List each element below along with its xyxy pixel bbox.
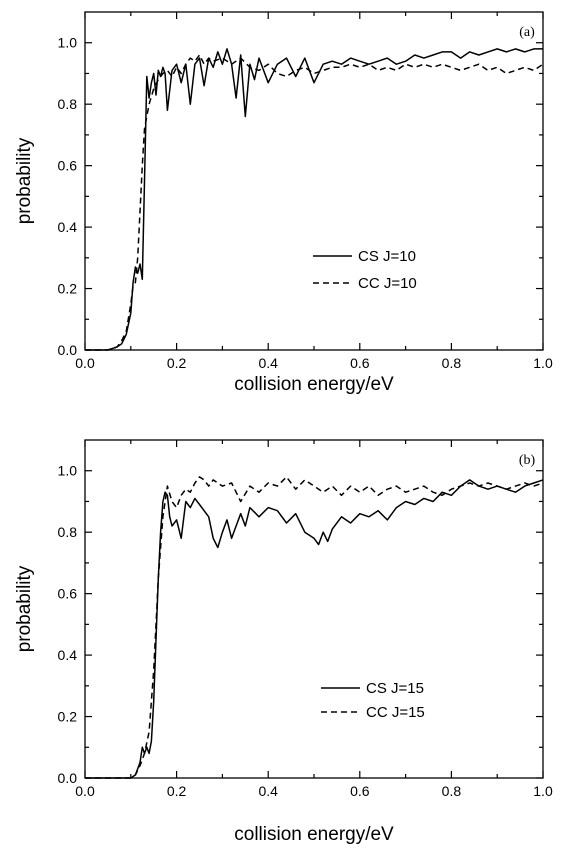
legend-item: CC J=10 xyxy=(313,275,417,292)
legend-item: CC J=15 xyxy=(321,704,425,721)
y-tick-label: 0.4 xyxy=(58,647,78,663)
x-tick-label: 0.0 xyxy=(75,783,95,799)
axis-ticks xyxy=(85,440,543,778)
panel-tag: (a) xyxy=(519,25,535,40)
series-line xyxy=(85,55,543,350)
legend-label: CS J=15 xyxy=(366,680,424,697)
x-tick-labels: 0.0 0.2 0.4 0.6 0.8 1.0 xyxy=(75,355,553,371)
legend-label: CC J=10 xyxy=(358,275,417,292)
series-line xyxy=(85,480,543,778)
x-tick-label: 0.4 xyxy=(258,783,278,799)
x-tick-label: 0.6 xyxy=(350,783,370,799)
y-tick-label: 0.2 xyxy=(58,709,78,725)
x-tick-label: 0.2 xyxy=(167,355,187,371)
series-line xyxy=(85,477,543,778)
axis-ticks xyxy=(85,12,543,350)
y-tick-label: 0.8 xyxy=(58,96,78,112)
legend-label: CC J=15 xyxy=(366,704,425,721)
legend: CS J=15 CC J=15 xyxy=(321,680,425,721)
y-tick-label: 0.6 xyxy=(58,586,78,602)
series-lines xyxy=(85,49,543,350)
y-tick-label: 1.0 xyxy=(58,463,78,479)
legend: CS J=10 CC J=10 xyxy=(313,248,417,292)
plot-frame xyxy=(85,12,543,350)
y-tick-labels: 0.0 0.2 0.4 0.6 0.8 1.0 xyxy=(58,463,78,786)
x-axis-label: collision energy/eV xyxy=(234,824,394,845)
x-tick-label: 0.0 xyxy=(75,355,95,371)
x-tick-label: 0.2 xyxy=(167,783,187,799)
chart-panel-b: 0.0 0.2 0.4 0.6 0.8 1.0 0.0 0.2 0.4 0.6 0.8 1.0 (b… xyxy=(14,440,553,845)
y-tick-label: 0.0 xyxy=(58,770,78,786)
panel-tag: (b) xyxy=(519,453,536,468)
x-axis-label: collision energy/eV xyxy=(234,374,394,395)
y-tick-label: 0.8 xyxy=(58,524,78,540)
y-axis-label: probability xyxy=(14,565,35,652)
legend-item: CS J=15 xyxy=(321,680,424,697)
x-tick-label: 0.8 xyxy=(442,783,462,799)
y-axis-label: probability xyxy=(14,137,35,224)
series-lines xyxy=(85,477,543,778)
y-tick-labels: 0.0 0.2 0.4 0.6 0.8 1.0 xyxy=(58,35,78,358)
x-tick-label: 0.4 xyxy=(258,355,278,371)
x-tick-label: 1.0 xyxy=(533,783,553,799)
series-line xyxy=(85,49,543,350)
y-tick-label: 0.6 xyxy=(58,158,78,174)
y-tick-label: 1.0 xyxy=(58,35,78,51)
x-tick-labels: 0.0 0.2 0.4 0.6 0.8 1.0 xyxy=(75,783,553,799)
x-tick-label: 0.8 xyxy=(442,355,462,371)
y-tick-label: 0.4 xyxy=(58,219,78,235)
y-tick-label: 0.2 xyxy=(58,281,78,297)
chart-panel-a: 0.0 0.2 0.4 0.6 0.8 1.0 0.0 0.2 0.4 0.6 0.8 1.0 (a… xyxy=(14,12,553,395)
legend-item: CS J=10 xyxy=(313,248,416,265)
y-tick-label: 0.0 xyxy=(58,342,78,358)
x-tick-label: 1.0 xyxy=(533,355,553,371)
plot-frame xyxy=(85,440,543,778)
legend-label: CS J=10 xyxy=(358,248,416,265)
x-tick-label: 0.6 xyxy=(350,355,370,371)
